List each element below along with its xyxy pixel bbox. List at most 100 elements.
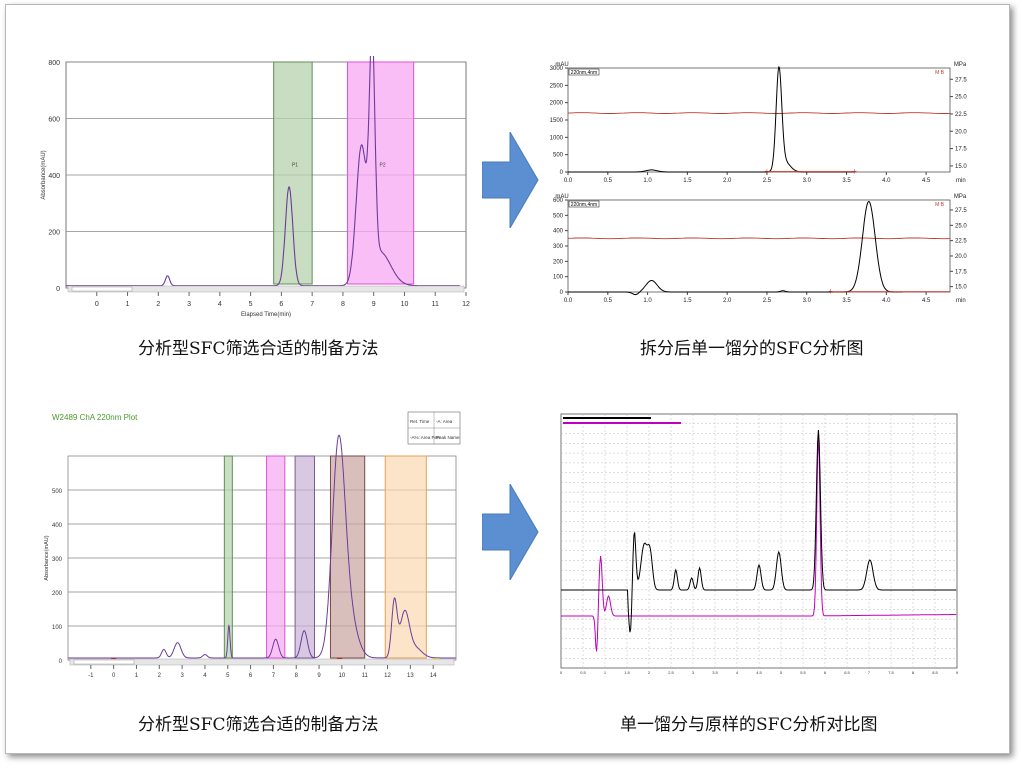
y2-tick-label: 27.5 xyxy=(955,77,967,83)
y-tick-label: 200 xyxy=(553,259,564,265)
x-tick-label: 5 xyxy=(249,301,253,308)
x-tick-label: 8.5 xyxy=(932,670,938,675)
y2-tick-label: 25.0 xyxy=(955,95,967,101)
y-tick-label: 500 xyxy=(553,213,564,219)
x-tick-label: 2.5 xyxy=(668,670,674,675)
caption-top-right: 拆分后单一馏分的SFC分析图 xyxy=(640,339,864,359)
chart-title: W2489 ChA 220nm Plot xyxy=(52,413,138,422)
fraction-band xyxy=(384,455,427,659)
x-tick-label: 3 xyxy=(187,301,191,308)
x-tick-label: 4.0 xyxy=(882,178,891,184)
trace-black xyxy=(561,429,957,633)
x-tick-label: 2.0 xyxy=(723,178,732,184)
legend-cell: -A: Area xyxy=(436,419,453,424)
chart-bottom-right-svg: 0 0.5 1 1.5 2 2.5 3 3.5 4 4.5 5 5.5 6 6.5 7 7.5 8 8.5 9 xyxy=(560,413,959,675)
x-tick-label: 2 xyxy=(156,301,160,308)
x-tick-label: 9 xyxy=(956,670,959,675)
x-tick-label: 9 xyxy=(317,673,321,679)
band-label: P1 xyxy=(292,163,298,169)
integration-marker: + xyxy=(852,167,857,176)
x-tick-label: 1.5 xyxy=(624,670,630,675)
x-tick-label: 8 xyxy=(295,673,299,679)
x-tick-label: 6 xyxy=(279,301,283,308)
x-tick-label: 12 xyxy=(384,673,391,679)
x-tick-label: 4 xyxy=(736,670,739,675)
x-tick-label: 3.0 xyxy=(803,298,812,304)
x-tick-label: 10 xyxy=(401,301,409,308)
integration-marker: + xyxy=(765,167,770,176)
y2-tick-label: 25.0 xyxy=(955,223,967,229)
x-tick-label: 7 xyxy=(868,670,871,675)
legend-box xyxy=(568,200,600,208)
caption-bottom-left: 分析型SFC筛选合适的制备方法 xyxy=(138,715,379,735)
y-tick-label: 0 xyxy=(59,659,63,665)
y2-tick-label: 22.5 xyxy=(955,112,967,118)
y2-tick-label: 27.5 xyxy=(955,208,967,214)
chromatogram-trace xyxy=(68,434,456,659)
y2-tick-label: 22.5 xyxy=(955,239,967,245)
y2-tick-label: 17.5 xyxy=(955,269,967,275)
x-tick-label: 8 xyxy=(341,301,345,308)
x-tick-label: 5 xyxy=(780,670,783,675)
x-tick-label: 1.0 xyxy=(643,178,652,184)
y-axis-label: Absorbance(mAU) xyxy=(41,150,47,199)
x-tick-label: 0.0 xyxy=(564,298,573,304)
subplot-area xyxy=(567,67,951,173)
x-tick-label: 14 xyxy=(430,673,437,679)
x-tick-label: 13 xyxy=(407,673,414,679)
x-tick-label: 1 xyxy=(126,301,130,308)
x-tick-label: 0 xyxy=(560,670,563,675)
y-tick-label: 500 xyxy=(52,489,63,495)
x-tick-label: 7 xyxy=(310,301,314,308)
y-tick-label: 100 xyxy=(52,625,63,631)
y-tick-label: 600 xyxy=(48,117,60,124)
x-tick-label: 2.5 xyxy=(763,178,772,184)
x-tick-label: 1.5 xyxy=(683,178,692,184)
y-tick-label: 400 xyxy=(52,523,63,529)
y2-tick-label: 17.5 xyxy=(955,147,967,153)
x-tick-label: 4.5 xyxy=(922,178,931,184)
legend-box xyxy=(568,68,600,76)
subplot-area xyxy=(567,199,951,293)
x-tick-label: 11 xyxy=(432,301,439,308)
x-tick-label: 3.5 xyxy=(712,670,718,675)
y2-tick-label: 15.0 xyxy=(955,164,967,170)
y-tick-label: 0 xyxy=(560,170,564,176)
y-tick-label: 200 xyxy=(48,230,60,237)
x-tick-label: 7 xyxy=(272,673,276,679)
x-tick-label: 4.0 xyxy=(882,298,891,304)
x-tick-label: 0 xyxy=(95,301,99,308)
legend-label: 220nm,4nm xyxy=(571,70,597,76)
x-tick-label: 2.0 xyxy=(723,298,732,304)
x-tick-label: 1 xyxy=(604,670,607,675)
band-label: P2 xyxy=(380,163,386,169)
chart-bottom-right: 0 0.5 1 1.5 2 2.5 3 3.5 4 4.5 5 5.5 6 6.5 7 7.5 8 8.5 9 xyxy=(553,410,963,676)
y-tick-label: 100 xyxy=(553,275,564,281)
y-tick-label: 400 xyxy=(48,173,60,180)
x-tick-label: 2 xyxy=(158,673,162,679)
y2-tick-label: 15.0 xyxy=(955,285,967,291)
pressure-trace xyxy=(567,237,951,240)
x-unit-label: min xyxy=(956,298,966,304)
x-tick-label: 3 xyxy=(180,673,184,679)
x-tick-label: 3 xyxy=(692,670,695,675)
x-tick-label: 0.0 xyxy=(564,178,573,184)
x-tick-label: 0.5 xyxy=(604,298,613,304)
x-tick-label: 4 xyxy=(203,673,207,679)
chart-bottom-left-svg: W2489 ChA 220nm Plot Ret. Time -A: Area -A%… xyxy=(44,411,461,679)
x-tick-label: 12 xyxy=(462,301,470,308)
y-tick-label: 2500 xyxy=(550,83,564,89)
arrow-right-icon-top xyxy=(482,132,539,228)
x-unit-label: min xyxy=(956,178,966,184)
scrollbar-thumb xyxy=(71,286,133,292)
y-tick-label: 1000 xyxy=(550,135,564,141)
trace-magenta xyxy=(561,435,957,652)
x-tick-label: 6 xyxy=(249,673,253,679)
y-unit-right: MPa xyxy=(954,62,967,68)
y-tick-label: 300 xyxy=(52,557,63,563)
y-unit-left: mAU xyxy=(555,194,568,200)
pressure-label: M B xyxy=(935,202,945,208)
chart-bottom-left: W2489 ChA 220nm Plot Ret. Time -A: Area -A%… xyxy=(38,408,462,680)
legend-label: 220nm,4nm xyxy=(571,202,597,208)
